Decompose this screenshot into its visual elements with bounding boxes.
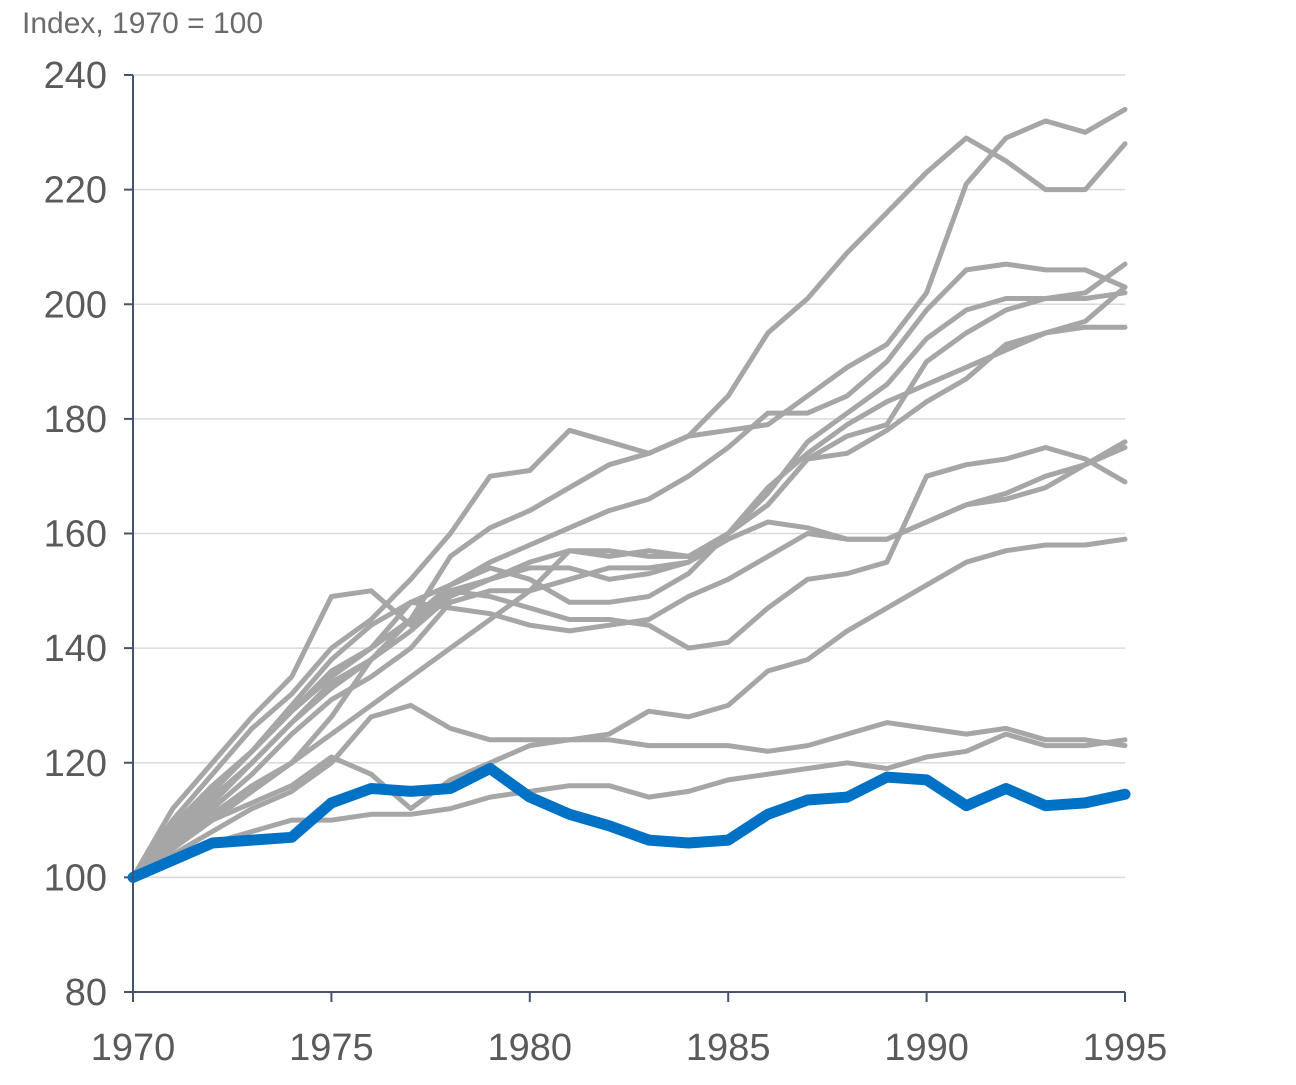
series-line-4 (130, 261, 1128, 880)
x-tick-label: 1985 (686, 1027, 771, 1069)
series-line-3 (130, 261, 1128, 880)
x-tick-label: 1990 (884, 1027, 969, 1069)
y-tick-label: 200 (44, 284, 107, 326)
x-tick-label: 1975 (289, 1027, 374, 1069)
series-line-10 (130, 445, 1128, 880)
y-tick-label: 140 (44, 628, 107, 670)
series-line-8 (130, 445, 1128, 880)
series-line-6 (130, 290, 1128, 880)
series-lines (127, 106, 1131, 883)
y-axis-unit-label: Index, 1970 = 100 (22, 7, 263, 40)
gridlines (133, 74, 1125, 879)
y-tick-label: 100 (44, 857, 107, 899)
series-line-12 (130, 702, 1128, 880)
y-axis-tick-labels: 80 100 120 140 160 180 200 220 240 (44, 55, 133, 1014)
series-line-11 (130, 536, 1128, 880)
x-tick-label: 1995 (1083, 1027, 1168, 1069)
y-tick-label: 240 (44, 55, 107, 97)
y-tick-label: 80 (65, 972, 107, 1014)
series-line-13 (130, 731, 1128, 880)
series-line-highlight (127, 763, 1131, 883)
x-axis: 1970 1975 1980 1985 1990 1995 (91, 991, 1168, 1069)
y-tick-label: 160 (44, 514, 107, 556)
y-tick-label: 220 (44, 170, 107, 212)
y-tick-label: 120 (44, 743, 107, 785)
x-tick-label: 1970 (91, 1027, 176, 1069)
series-line-7 (130, 324, 1128, 880)
x-tick-label: 1980 (488, 1027, 573, 1069)
series-line-2 (130, 106, 1128, 880)
y-tick-label: 180 (44, 399, 107, 441)
